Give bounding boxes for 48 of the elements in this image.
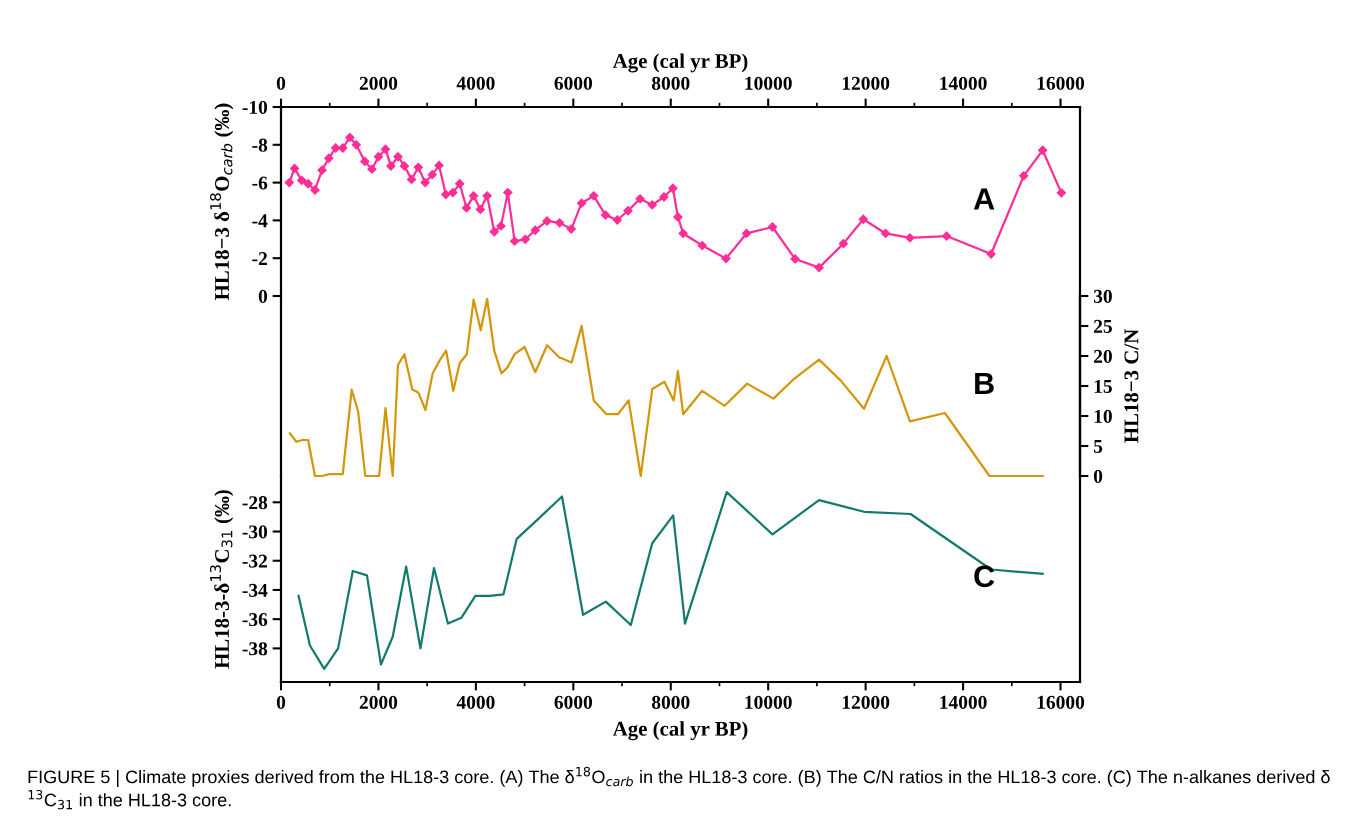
x-tick-label: 10000	[745, 76, 792, 90]
x-tick-label: 12000	[842, 76, 890, 90]
x-tick-label: 2000	[359, 695, 398, 709]
y2-tick-label: 15	[1094, 379, 1112, 393]
y2-tick-label: 30	[1093, 289, 1112, 303]
x-tick-label: 14000	[940, 695, 987, 709]
y-tick-label: -32	[242, 554, 267, 568]
text: FIGURE 5 | Climate proxies derived from the HL18-3 core. (A) The δ$^{18}$O$_{carb}$ in the HL18-3 core. (B) The C/N ratios in the HL18-3 core. (C) The n-alkanes derived δ $^{13}$C$_{31}$ in the HL18-3 core.	[28, 766, 1330, 810]
x-tick-label: 6000	[554, 76, 593, 90]
y-tick-label: -28	[242, 496, 268, 510]
y-tick-label: -36	[242, 613, 268, 627]
x-tick-label: 4000	[456, 76, 495, 90]
x-tick-label: 0	[276, 76, 286, 90]
y-tick-label: -4	[252, 214, 268, 228]
x-tick-label: 16000	[1037, 695, 1085, 709]
series-label: B	[975, 372, 994, 394]
y-tick-label: -30	[242, 525, 268, 539]
y-tick-label: -34	[242, 583, 268, 597]
y2-axis-title: HL18−3 C/N	[1124, 329, 1139, 443]
y2-tick-label: 10	[1094, 409, 1112, 423]
x-axis-title: Age (cal yr BP)	[612, 53, 748, 73]
line-series	[288, 297, 1044, 478]
y-tick-label: -6	[252, 176, 268, 190]
y-tick-label: 0	[258, 289, 268, 303]
y-tick-label: -2	[252, 252, 267, 265]
y-axis-title: HL18−3 δ$^{18}$O$_{carb}$ (‰)	[210, 103, 234, 300]
y-tick-label: -8	[252, 138, 268, 152]
x-tick-label: 8000	[651, 76, 690, 90]
y2-tick-label: 20	[1094, 349, 1112, 363]
x-tick-label: 10000	[745, 695, 792, 709]
y-tick-label: -10	[242, 100, 268, 114]
x-axis-title: Age (cal yr BP)	[612, 721, 748, 741]
y-axis-title: HL18-3-δ$^{13}$C$_{31}$ (‰)	[210, 490, 234, 669]
y2-tick-label: 5	[1093, 440, 1103, 453]
y-tick-label: -38	[242, 642, 268, 656]
x-tick-label: 0	[276, 695, 286, 709]
x-tick-label: 4000	[456, 695, 495, 709]
x-tick-label: 2000	[359, 76, 398, 90]
y2-tick-label: 25	[1094, 319, 1112, 333]
y2-tick-label: 0	[1093, 469, 1103, 483]
line-series	[297, 490, 1044, 670]
x-tick-label: 12000	[842, 695, 890, 709]
x-tick-label: 16000	[1037, 76, 1085, 90]
x-tick-label: 8000	[651, 695, 690, 709]
series-label: A	[973, 188, 995, 210]
series-label: C	[974, 565, 995, 588]
x-tick-label: 14000	[940, 76, 987, 90]
x-tick-label: 6000	[554, 695, 593, 709]
